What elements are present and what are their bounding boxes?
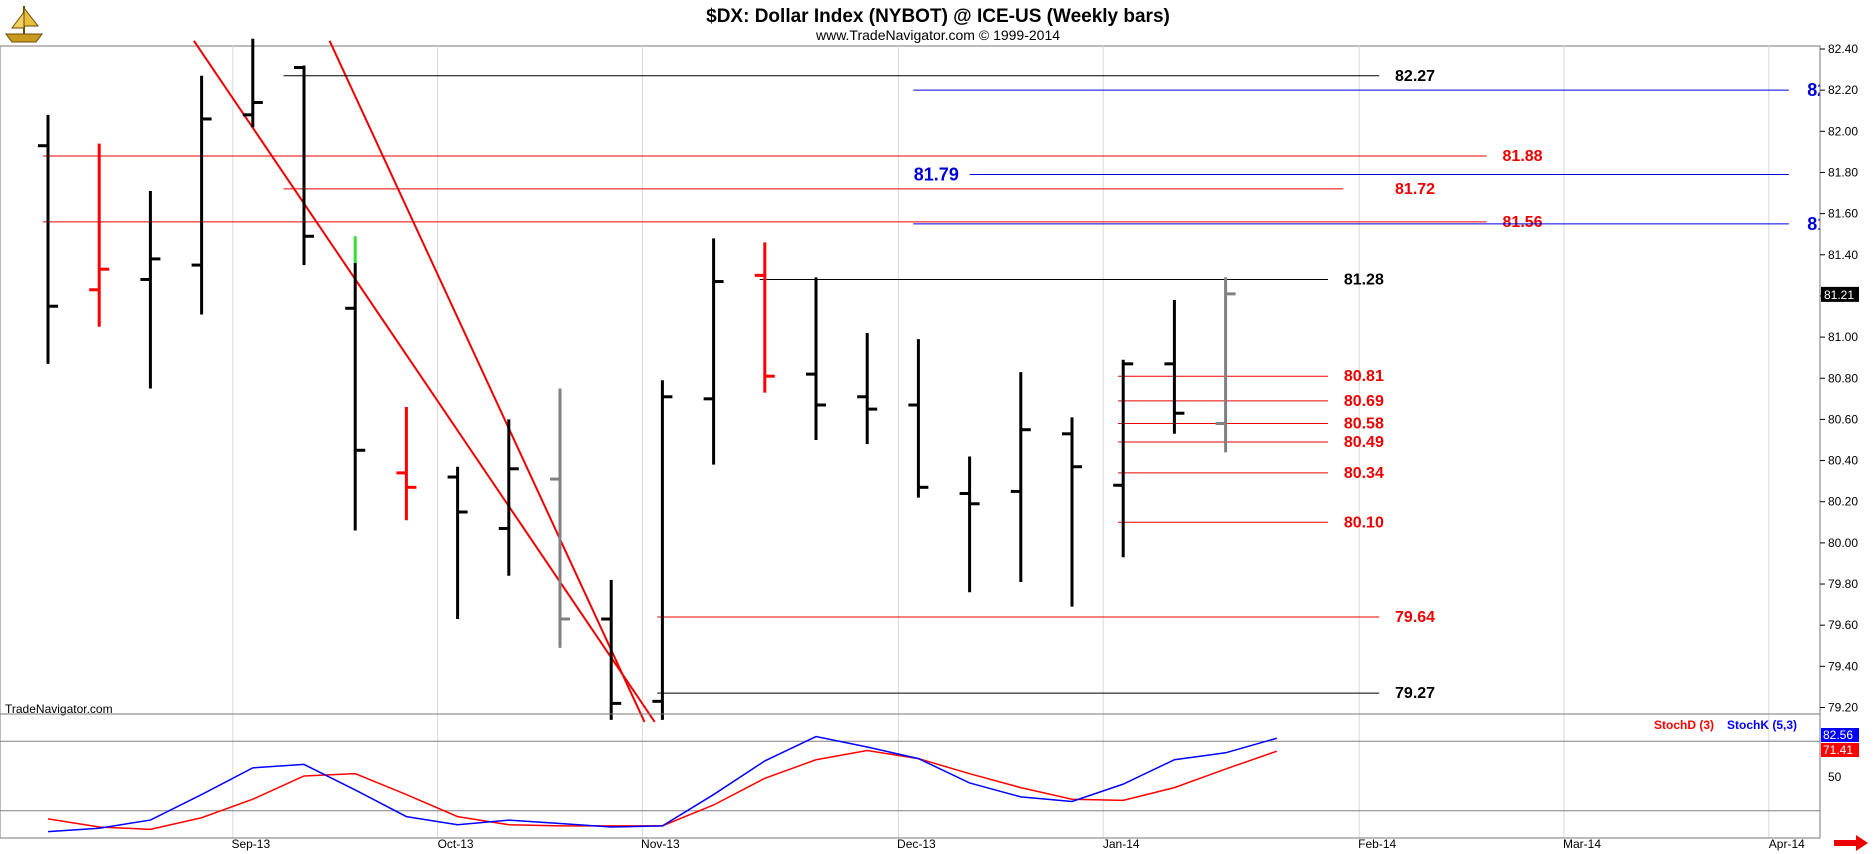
y-tick-label-79.80: 79.80 (1828, 577, 1858, 591)
ohlc-bar-3 (140, 190, 161, 389)
stochastic-lines (47, 735, 1278, 833)
last-price-label: 81.21 (1824, 288, 1854, 302)
date-axis: Sep-13 Oct-13 Nov-13 Dec-13 Jan-14 Feb-14 Mar-… (231, 837, 1805, 851)
chart-header: $DX: Dollar Index (NYBOT) @ ICE-US (Week… (706, 6, 1170, 43)
stoch-axis-label-50: 50 (1828, 770, 1842, 784)
y-tick-label-81.00: 81.00 (1828, 330, 1858, 344)
ohlc-bar-24 (1215, 277, 1236, 453)
ship-logo-icon (5, 6, 43, 43)
level-label-80.81: 80.81 (1344, 368, 1384, 385)
ohlc-bar-10 (498, 419, 519, 576)
support-resistance-levels: 82.2782.2081.8881.7981.7281.5681.5581.28… (42, 68, 1852, 702)
level-label-80.69: 80.69 (1344, 393, 1384, 410)
ohlc-bar-18 (908, 339, 929, 498)
level-label-80.34: 80.34 (1344, 465, 1384, 482)
price-panel: 82.2782.2081.8881.7981.7281.5681.5581.28… (0, 38, 1852, 838)
ohlc-bar-17 (857, 332, 878, 445)
grid (232, 46, 1770, 838)
y-tick-label-80.60: 80.60 (1828, 412, 1858, 426)
y-tick-label-79.40: 79.40 (1828, 659, 1858, 673)
x-label-Oct-13: Oct-13 (438, 837, 474, 851)
x-label-Dec-13: Dec-13 (897, 837, 936, 851)
ohlc-bar-19 (959, 456, 980, 593)
stochastic-panel: StochD (3) StochK (5,3) 50 82.56 71.41 (0, 713, 1859, 839)
ohlc-bar-5 (242, 38, 263, 128)
chart-subtitle: www.TradeNavigator.com © 1999-2014 (815, 27, 1060, 43)
ohlc-bar-1 (38, 114, 58, 364)
last-price-box (1821, 286, 1859, 302)
legend-stoch-k: StochK (5,3) (1727, 718, 1797, 732)
level-label-82.27: 82.27 (1395, 68, 1435, 85)
ohlc-bar-14 (703, 238, 724, 465)
y-tick-label-80.40: 80.40 (1828, 454, 1858, 468)
ohlc-bar-22 (1113, 359, 1134, 558)
stoch-k-line (47, 735, 1278, 833)
trendlines (193, 40, 656, 723)
x-label-Jan-14: Jan-14 (1103, 837, 1140, 851)
level-label-79.64: 79.64 (1395, 609, 1435, 626)
stochastic-reference-lines (0, 740, 1820, 812)
level-label-81.79: 81.79 (914, 165, 959, 185)
stoch-k-last-value: 82.56 (1823, 728, 1853, 742)
ohlc-bar-6 (294, 65, 314, 266)
x-label-Sep-13: Sep-13 (231, 837, 270, 851)
level-label-81.28: 81.28 (1344, 271, 1384, 288)
ohlc-bars (38, 38, 1236, 720)
y-tick-label-82.00: 82.00 (1828, 124, 1858, 138)
price-axis-ticks: 82.4082.2082.0081.8081.6081.4081.2081.00… (1820, 42, 1858, 715)
level-label-81.56: 81.56 (1503, 214, 1543, 231)
level-label-80.58: 80.58 (1344, 416, 1384, 433)
ohlc-bar-2 (89, 143, 110, 327)
ohlc-bar-11 (550, 388, 570, 648)
ohlc-bar-12 (601, 579, 622, 720)
chart-title: $DX: Dollar Index (NYBOT) @ ICE-US (Week… (706, 6, 1170, 27)
stochastic-panel-border (0, 713, 1821, 839)
y-tick-label-80.80: 80.80 (1828, 371, 1858, 385)
ohlc-bar-9 (447, 466, 468, 620)
price-axis-background (1820, 46, 1876, 838)
level-label-80.10: 80.10 (1344, 514, 1384, 531)
y-tick-label-82.40: 82.40 (1828, 42, 1858, 56)
level-label-81.72: 81.72 (1395, 181, 1435, 198)
last-price-marker: 81.21 (1821, 286, 1859, 302)
ohlc-bar-15 (754, 242, 775, 393)
y-tick-label-81.60: 81.60 (1828, 207, 1858, 221)
legend-stoch-d: StochD (3) (1654, 718, 1714, 732)
y-tick-label-79.60: 79.60 (1828, 618, 1858, 632)
y-tick-label-82.20: 82.20 (1828, 83, 1858, 97)
y-tick-label-81.40: 81.40 (1828, 248, 1858, 262)
scroll-right-arrow-icon[interactable] (1834, 835, 1868, 851)
ohlc-bar-4 (191, 75, 212, 315)
x-label-Apr-14: Apr-14 (1769, 837, 1805, 851)
y-tick-label-79.20: 79.20 (1828, 701, 1858, 715)
stoch-k-last-box (1821, 728, 1859, 742)
y-tick-label-80.20: 80.20 (1828, 495, 1858, 509)
trendline-1 (193, 40, 656, 723)
ohlc-bar-8 (396, 407, 417, 521)
ohlc-bar-21 (1062, 417, 1082, 607)
trendline-2 (328, 40, 646, 723)
x-label-Mar-14: Mar-14 (1563, 837, 1601, 851)
price-axis: 82.4082.2082.0081.8081.6081.4081.2081.00… (1819, 42, 1876, 838)
ohlc-bar-23 (1164, 300, 1185, 434)
x-label-Nov-13: Nov-13 (641, 837, 680, 851)
x-label-Feb-14: Feb-14 (1358, 837, 1396, 851)
price-panel-border (0, 45, 1821, 715)
ohlc-bar-16 (806, 277, 826, 440)
y-tick-label-81.80: 81.80 (1828, 165, 1858, 179)
level-label-79.27: 79.27 (1395, 685, 1435, 702)
ohlc-bar-7 (345, 236, 366, 531)
stoch-d-last-value: 71.41 (1823, 743, 1853, 757)
stoch-d-last-box (1821, 743, 1859, 757)
level-label-81.88: 81.88 (1503, 148, 1543, 165)
ohlc-bar-13 (652, 380, 673, 720)
level-label-80.49: 80.49 (1344, 434, 1384, 451)
watermark: TradeNavigator.com (5, 702, 113, 716)
y-tick-label-80.00: 80.00 (1828, 536, 1858, 550)
ohlc-bar-20 (1010, 372, 1031, 582)
